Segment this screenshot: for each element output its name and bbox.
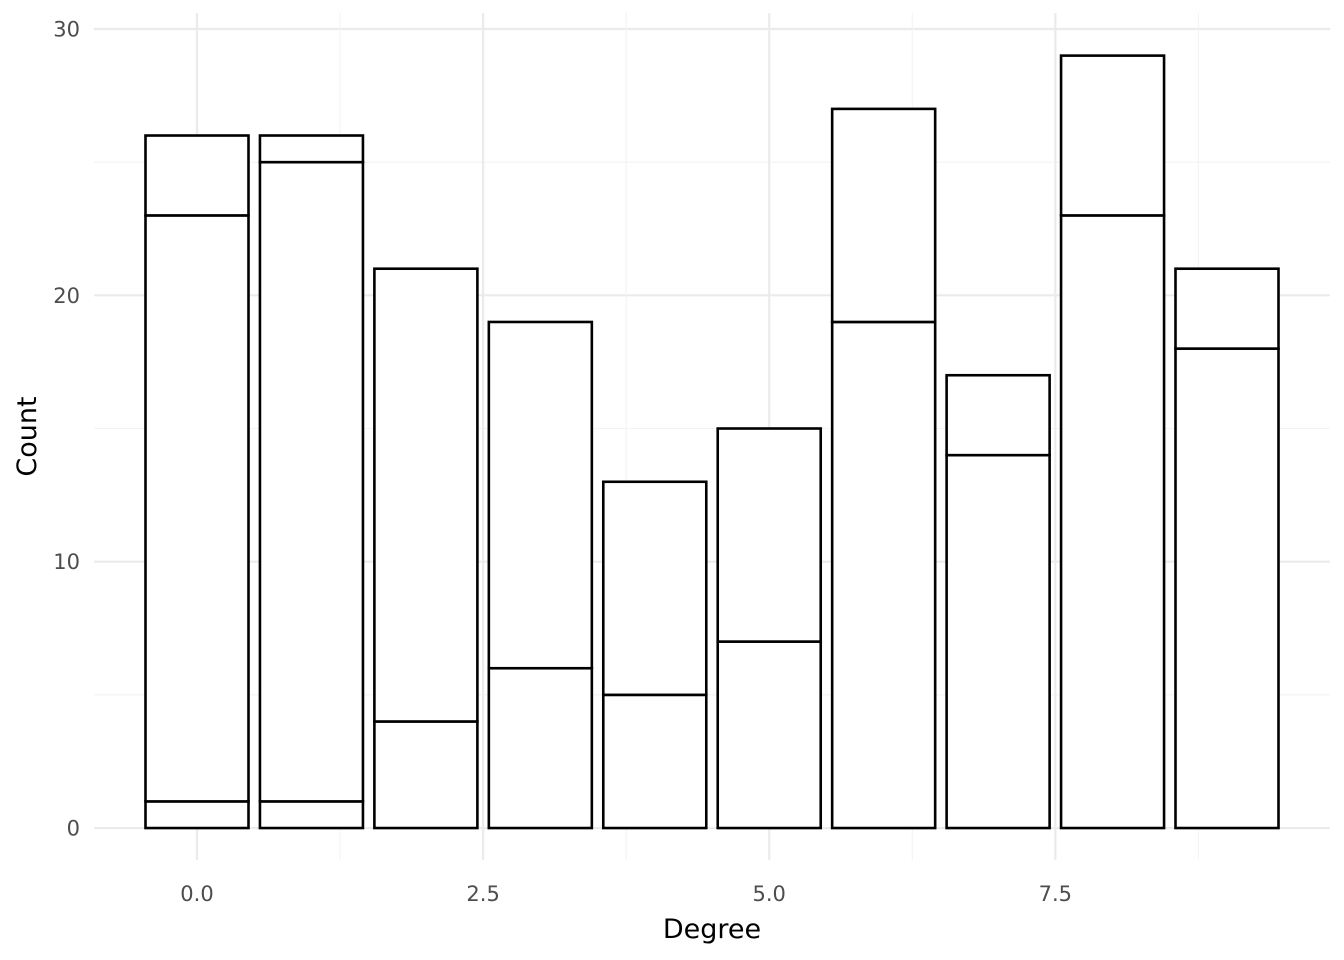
bar-segment: [258, 134, 365, 164]
bar-segment: [601, 480, 708, 697]
x-tick-label: 7.5: [1039, 882, 1072, 906]
x-axis-title: Degree: [663, 914, 761, 945]
bar-segment: [144, 800, 250, 830]
bar-stack: [373, 267, 479, 830]
bar-segment: [716, 427, 823, 643]
x-tick-label: 5.0: [753, 882, 786, 906]
y-axis-ticks: 0 10 20 30: [53, 17, 80, 840]
bar-stack: [945, 373, 1051, 830]
bar-segment: [1174, 267, 1280, 350]
bar-stack: [487, 320, 594, 830]
bar-stack: [716, 427, 823, 830]
bar-segment: [945, 453, 1051, 830]
bar-segment: [716, 640, 823, 830]
x-tick-label: 2.5: [466, 882, 499, 906]
x-tick-label: 0.0: [180, 882, 213, 906]
x-axis-ticks: 0.0 2.5 5.0 7.5: [180, 882, 1072, 906]
bar-segment: [830, 320, 937, 830]
bar-segment: [258, 800, 365, 830]
bar-segment: [373, 720, 479, 830]
y-tick-label: 0: [67, 817, 80, 841]
bar-stack: [830, 107, 937, 830]
bar-segment: [373, 267, 479, 723]
bar-segment: [1059, 54, 1166, 217]
bar-stack: [1174, 267, 1280, 830]
bar-segment: [487, 666, 594, 830]
bar-segment: [144, 214, 250, 803]
bar-stack: [1059, 54, 1166, 830]
bar-segment: [945, 373, 1051, 457]
bar-segment: [487, 320, 594, 670]
bar-stack: [144, 134, 250, 830]
bar-segment: [601, 693, 708, 830]
bar-segment: [830, 107, 937, 324]
bar-stack: [601, 480, 708, 830]
y-tick-label: 20: [53, 284, 80, 308]
y-tick-label: 10: [53, 550, 80, 574]
bars: [144, 54, 1280, 830]
bar-segment: [1174, 347, 1280, 830]
bar-segment: [1059, 214, 1166, 830]
y-axis-title: Count: [12, 396, 43, 476]
y-tick-label: 30: [53, 17, 80, 41]
bar-stack: [258, 134, 365, 830]
bar-segment: [144, 134, 250, 217]
bar-segment: [258, 160, 365, 803]
